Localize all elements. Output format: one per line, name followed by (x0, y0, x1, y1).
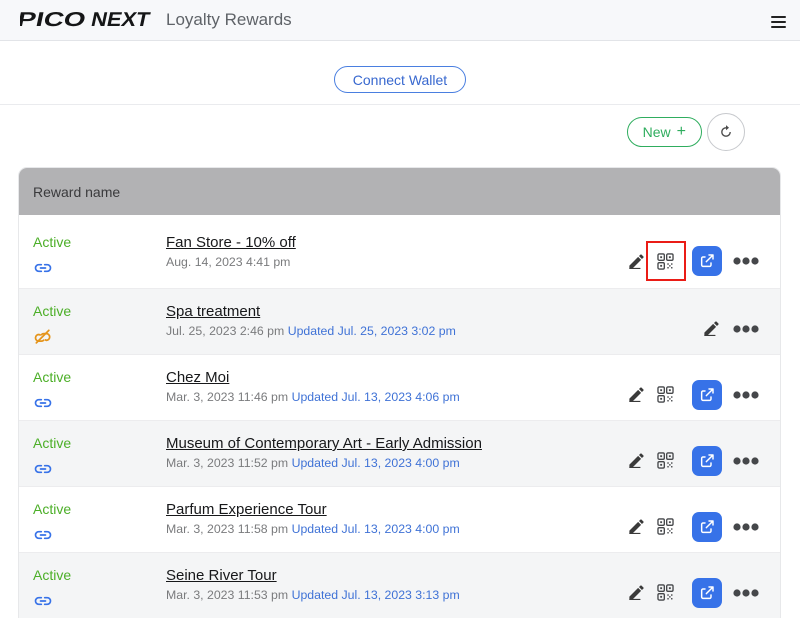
svg-text:PICO: PICO (20, 9, 88, 31)
svg-text:NEXT: NEXT (89, 9, 152, 31)
